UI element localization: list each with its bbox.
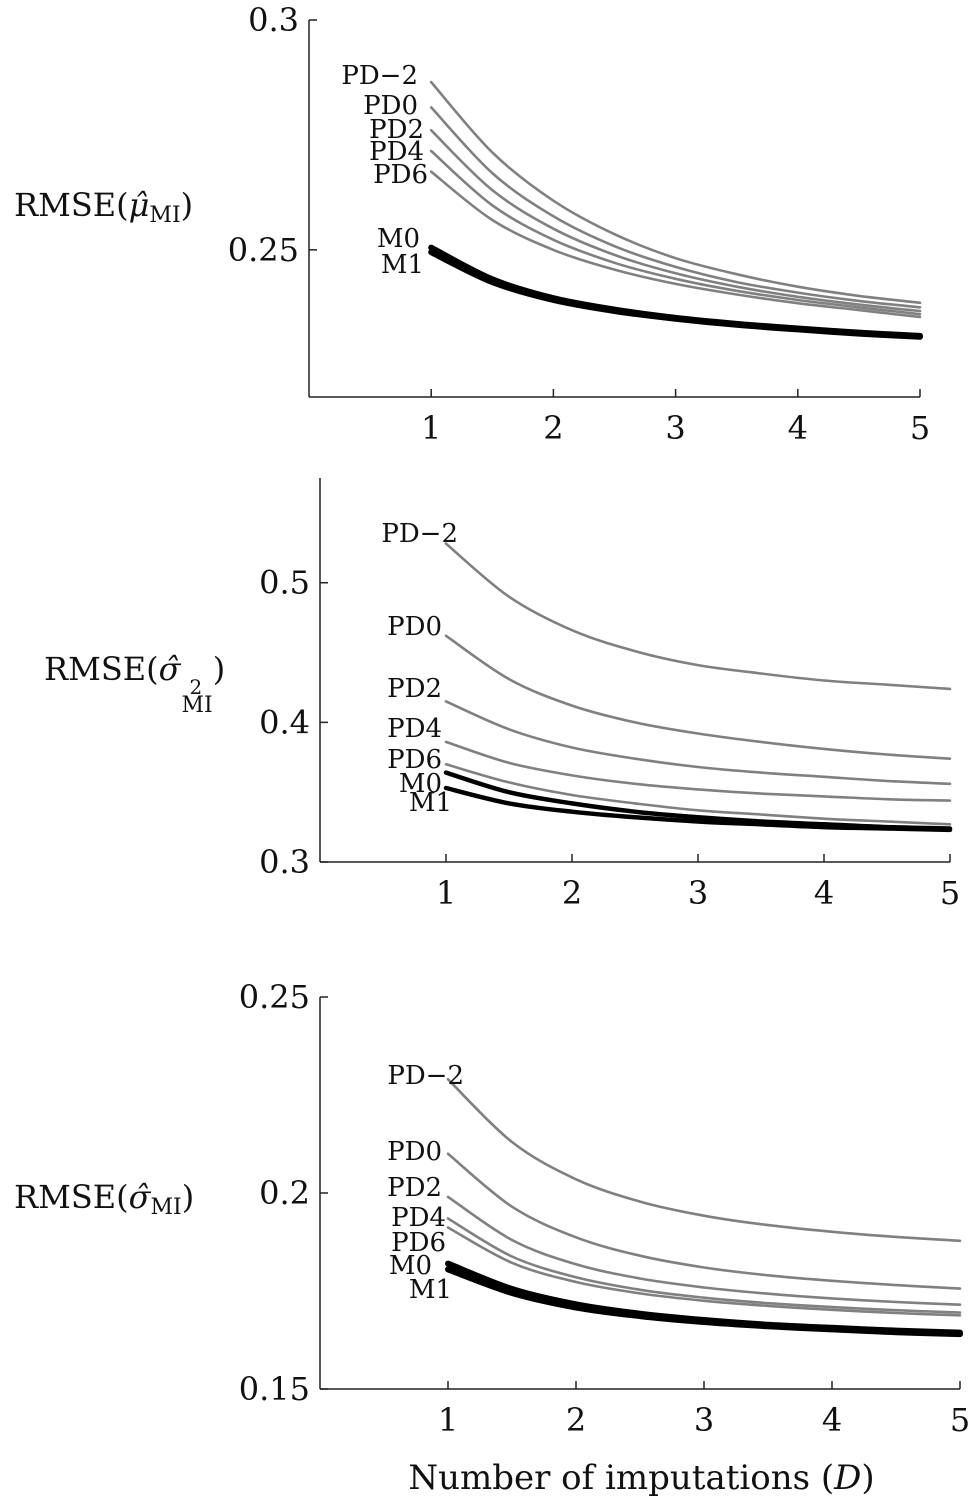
panel1-ylabel: RMSE(μ̂MI) (14, 186, 193, 228)
panel1-ytick-label: 0.25 (228, 231, 299, 269)
panel2-series-label: PD4 (387, 714, 442, 744)
panel1-series-label: M0 (377, 224, 420, 254)
panel2-series-PD6-line (444, 763, 952, 826)
panel1-series-PD6-line (429, 170, 922, 319)
panel1-ylabel-text: RMSE( (14, 186, 129, 224)
panel2-xtick-label: 5 (940, 874, 960, 912)
panel1-series-PD2-line (429, 129, 922, 313)
panel1-xtick-label: 4 (788, 409, 808, 447)
x-axis-title-close: ) (861, 1458, 875, 1498)
panel3-series-label: PD2 (387, 1173, 442, 1203)
panel1-series-label: PD6 (373, 160, 428, 190)
panel1-series-M1-line (428, 249, 923, 340)
panel3-xtick-label: 4 (822, 1401, 842, 1439)
x-axis-title-text: Number of imputations ( (408, 1458, 835, 1498)
panel2-xtick-label: 1 (436, 874, 456, 912)
panel1-ylabel-symbol: μ̂ (128, 186, 150, 224)
panel3-series-label: PD6 (391, 1228, 446, 1258)
panel3-ylabel: RMSE(σ̂MI) (14, 1178, 194, 1220)
panel3-series-label: PD−2 (387, 1061, 464, 1091)
panel3-series-label: M1 (409, 1275, 452, 1305)
panel3-ylabel-subscript: MI (150, 1195, 182, 1220)
panel2-series-PD2-line (444, 542, 952, 691)
panel1-ytick-label: 0.3 (248, 1, 299, 39)
panel1-series-label: PD4 (369, 137, 424, 167)
panel3-series-PD2-line (446, 1195, 962, 1306)
panel2-ytick-label: 0.4 (259, 703, 310, 741)
panel3-ytick-label: 0.25 (239, 978, 310, 1016)
panel1-xtick-label: 1 (421, 409, 441, 447)
panel2-series-label: M1 (409, 788, 452, 818)
panel2-series-PD2-line (444, 700, 952, 786)
panel3-series-PD6-line (446, 1226, 962, 1317)
panel2-ylabel-superscript: 2 (189, 675, 203, 699)
panel2-ylabel: RMSE(σ̂ 2 MI) (44, 650, 225, 716)
panel1-series-PD0-line (429, 106, 922, 309)
x-axis-title-symbol: D (834, 1458, 862, 1498)
panel1-series-label: PD0 (363, 91, 418, 121)
panel3-series-label: M0 (389, 1251, 432, 1281)
panel3-xtick-label: 5 (950, 1401, 970, 1439)
panel2-xtick-label: 4 (814, 874, 834, 912)
panel1-ylabel-close: ) (180, 186, 194, 224)
panel1-series-PD2-line (429, 80, 922, 305)
panel2-series-label: PD−2 (381, 519, 458, 549)
panel3-ylabel-close: ) (181, 1178, 195, 1216)
panel3-series-PD4-line (446, 1217, 962, 1314)
panel2-ytick-label: 0.5 (259, 564, 310, 602)
panel3-ylabel-symbol: σ̂ (128, 1178, 151, 1216)
panel3-series-M1-line (445, 1266, 963, 1338)
panel3-ytick-label: 0.15 (239, 1370, 310, 1408)
panel1-xtick-label: 5 (910, 409, 930, 447)
panel2-xtick-label: 3 (688, 874, 708, 912)
panel3-xtick-label: 3 (694, 1401, 714, 1439)
panel3-xtick-label: 2 (566, 1401, 586, 1439)
panel2-series-PD0-line (444, 634, 952, 760)
panel1-series-label: PD2 (369, 115, 424, 145)
panel2-ylabel-symbol: σ̂ (158, 650, 181, 688)
panel3-series-PD0-line (446, 1152, 962, 1290)
panel2-ylabel-text: RMSE( (44, 650, 159, 688)
panel2-series-PD4-line (444, 740, 952, 802)
panel2-series-label: PD0 (387, 612, 442, 642)
x-axis-title: Number of imputations (D) (0, 1458, 973, 1498)
panel1-series-PD4-line (429, 149, 922, 316)
panel3-series-label: PD4 (391, 1203, 446, 1233)
panel2-ylabel-subscript: MI (181, 693, 213, 718)
panel2-xtick-label: 2 (562, 874, 582, 912)
panel3-ytick-label: 0.2 (259, 1174, 310, 1212)
panel1-series-label: PD−2 (341, 61, 418, 91)
panel2-series-M1-line (443, 785, 953, 833)
panel1-series-label: M1 (381, 250, 424, 280)
panel3-series-label: PD0 (387, 1137, 442, 1167)
panel1-xtick-label: 3 (665, 409, 685, 447)
panel2-ylabel-close: ) (212, 650, 226, 688)
panel1-ylabel-subscript: MI (149, 203, 181, 228)
panel2-series-label: PD2 (387, 674, 442, 704)
panel3-series-PD2-line (446, 1078, 962, 1243)
panel2-series-label: PD6 (387, 745, 442, 775)
panel2-ytick-label: 0.3 (259, 843, 310, 881)
panel2-series-label: M0 (399, 769, 442, 799)
panel1-xtick-label: 2 (543, 409, 563, 447)
panel1-series-M0-line (428, 244, 923, 339)
panel3-xtick-label: 1 (438, 1401, 458, 1439)
panel3-ylabel-text: RMSE( (14, 1178, 129, 1216)
